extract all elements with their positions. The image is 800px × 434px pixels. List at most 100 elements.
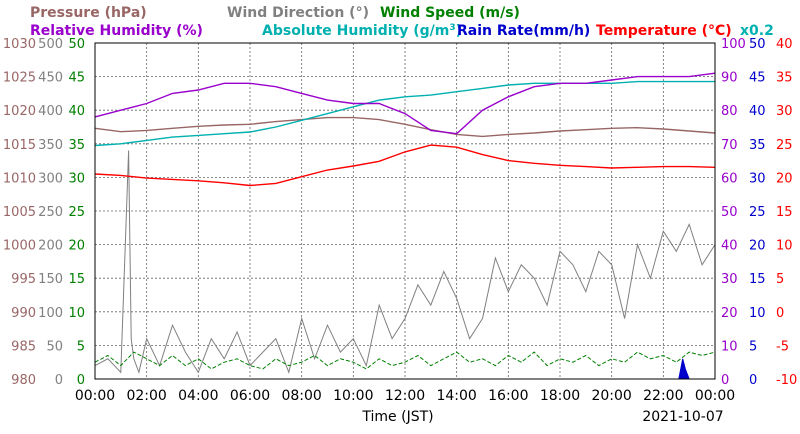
tick-label-wind_speed: 40 <box>68 104 85 119</box>
tick-label-temperature: 0 <box>776 306 784 321</box>
tick-label-pressure: 1010 <box>3 171 36 186</box>
tick-label-wind_speed: 35 <box>68 138 85 153</box>
tick-label-rain_rate: 35 <box>749 138 766 153</box>
series-relative_humidity <box>94 72 716 135</box>
tick-label-wind_direction: 200 <box>38 239 63 254</box>
tick-label-pressure: 985 <box>11 339 36 354</box>
series-wind_direction <box>94 150 716 375</box>
axes: 9809859909951000100510101015102010251030… <box>3 37 797 404</box>
tick-label-wind_direction: 100 <box>38 306 63 321</box>
tick-label-temperature: 35 <box>776 71 793 86</box>
tick-label-wind_direction: 350 <box>38 138 63 153</box>
x-tick-label: 00:00 <box>695 388 735 404</box>
tick-label-wind_direction: 0 <box>55 373 63 388</box>
tick-label-wind_speed: 30 <box>68 171 85 186</box>
legend-entry: Wind Speed (m/s) <box>380 5 520 21</box>
grid <box>95 43 715 379</box>
tick-label-rain_rate: 20 <box>749 239 766 254</box>
tick-label-temperature: 5 <box>776 272 784 287</box>
plot-frame <box>94 42 716 380</box>
legend-text: Pressure (hPa) <box>30 5 147 21</box>
tick-label-pressure: 995 <box>11 272 36 287</box>
tick-label-wind_direction: 500 <box>38 37 63 52</box>
tick-label-wind_direction: 50 <box>46 339 63 354</box>
tick-label-humidity: 80 <box>721 104 738 119</box>
legend-entry: Relative Humidity (%) <box>30 23 203 39</box>
legend-superscript: 3 <box>449 23 455 33</box>
date-label: 2021-10-07 <box>642 409 723 425</box>
legend-text: Relative Humidity (%) <box>30 23 203 39</box>
tick-label-humidity: 20 <box>721 306 738 321</box>
tick-label-pressure: 1005 <box>3 205 36 220</box>
x-tick-label: 08:00 <box>281 388 321 404</box>
x-tick-label: 22:00 <box>643 388 683 404</box>
tick-label-wind_speed: 20 <box>68 239 85 254</box>
tick-label-humidity: 60 <box>721 171 738 186</box>
tick-label-temperature: 30 <box>776 104 793 119</box>
tick-label-rain_rate: 25 <box>749 205 766 220</box>
tick-label-pressure: 1025 <box>3 71 36 86</box>
tick-label-wind_direction: 250 <box>38 205 63 220</box>
tick-label-wind_direction: 400 <box>38 104 63 119</box>
tick-label-wind_speed: 25 <box>68 205 85 220</box>
tick-label-humidity: 100 <box>721 37 746 52</box>
tick-label-rain_rate: 5 <box>749 339 757 354</box>
series-absolute_humidity <box>94 80 715 147</box>
x-tick-label: 10:00 <box>333 388 373 404</box>
series-pressure <box>94 116 716 138</box>
series <box>94 72 716 380</box>
x-tick-label: 18:00 <box>540 388 580 404</box>
legend-text: Rain Rate(mm/h) <box>457 23 590 39</box>
legend-entry: Wind Direction (°) <box>227 5 369 21</box>
series-wind_speed <box>94 351 716 370</box>
x-tick-label: 02:00 <box>126 388 166 404</box>
tick-label-pressure: 1020 <box>3 104 36 119</box>
series-temperature <box>94 144 716 187</box>
legend-text: Absolute Humidity (g/m <box>262 23 449 39</box>
legend-text: x0.2 <box>740 23 774 39</box>
x-tick-label: 20:00 <box>591 388 631 404</box>
tick-label-wind_direction: 450 <box>38 71 63 86</box>
tick-label-temperature: 20 <box>776 171 793 186</box>
x-axis-label: Time (JST) <box>361 409 433 425</box>
tick-label-pressure: 1030 <box>3 37 36 52</box>
tick-label-temperature: -5 <box>776 339 789 354</box>
tick-label-pressure: 1015 <box>3 138 36 153</box>
tick-label-wind_speed: 50 <box>68 37 85 52</box>
tick-label-wind_direction: 300 <box>38 171 63 186</box>
tick-label-rain_rate: 45 <box>749 71 766 86</box>
tick-label-wind_speed: 5 <box>77 339 85 354</box>
tick-label-humidity: 40 <box>721 239 738 254</box>
tick-label-pressure: 990 <box>11 306 36 321</box>
x-tick-label: 06:00 <box>230 388 270 404</box>
tick-label-rain_rate: 50 <box>749 37 766 52</box>
x-tick-label: 12:00 <box>385 388 425 404</box>
legend-entry: Absolute Humidity (g/m3) <box>262 23 462 39</box>
legend: Pressure (hPa) Wind Direction (°) Wind Spe… <box>30 5 774 39</box>
x-tick-label: 14:00 <box>436 388 476 404</box>
tick-label-humidity: 30 <box>721 272 738 287</box>
legend-text: Wind Direction (°) <box>227 5 369 21</box>
tick-label-wind_speed: 15 <box>68 272 85 287</box>
legend-text: Temperature (°C) <box>596 23 732 39</box>
tick-label-rain_rate: 15 <box>749 272 766 287</box>
tick-label-wind_speed: 10 <box>68 306 85 321</box>
tick-label-temperature: 40 <box>776 37 793 52</box>
tick-label-humidity: 90 <box>721 71 738 86</box>
tick-label-rain_rate: 10 <box>749 306 766 321</box>
tick-label-wind_speed: 45 <box>68 71 85 86</box>
x-tick-label: 00:00 <box>75 388 115 404</box>
x-tick-label: 04:00 <box>178 388 218 404</box>
tick-label-temperature: 25 <box>776 138 793 153</box>
tick-label-rain_rate: 40 <box>749 104 766 119</box>
tick-label-humidity: 0 <box>721 373 729 388</box>
legend-text: Wind Speed (m/s) <box>380 5 520 21</box>
tick-label-temperature: 15 <box>776 205 793 220</box>
tick-label-humidity: 10 <box>721 339 738 354</box>
legend-entry: x0.2 <box>740 23 774 39</box>
tick-label-pressure: 980 <box>11 373 36 388</box>
tick-label-rain_rate: 0 <box>749 373 757 388</box>
legend-entry: Pressure (hPa) <box>30 5 147 21</box>
tick-label-humidity: 70 <box>721 138 738 153</box>
